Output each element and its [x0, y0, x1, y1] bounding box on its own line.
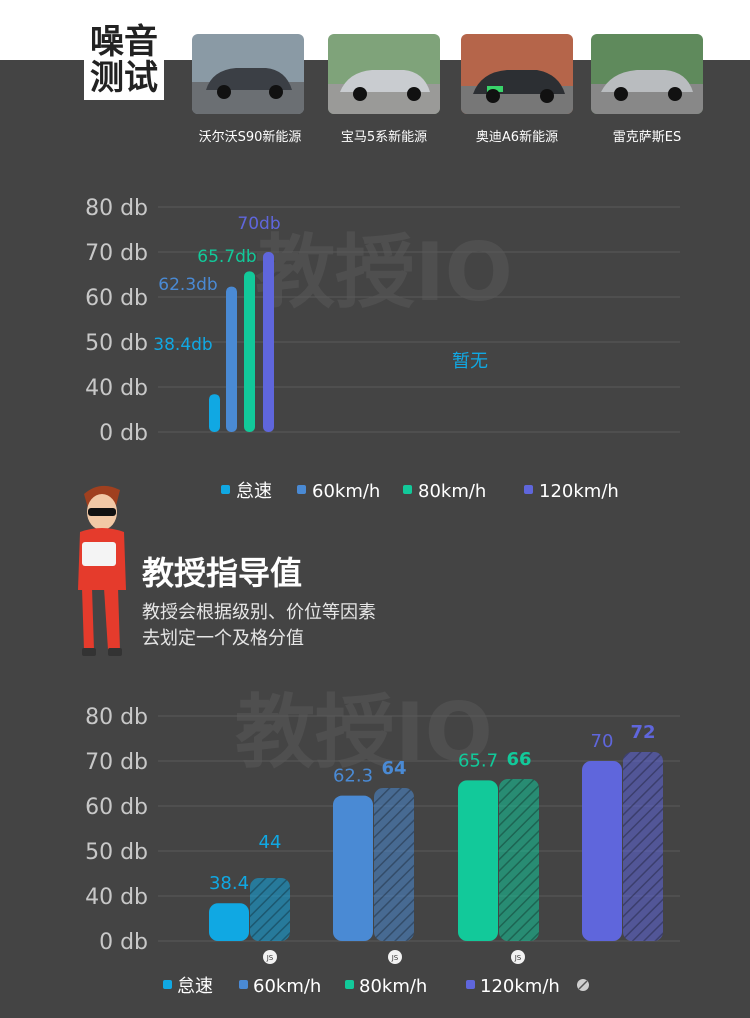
js-badge-circle	[511, 950, 525, 964]
js-badge-text: JS	[391, 954, 399, 962]
legend-label: 80km/h	[359, 976, 427, 997]
legend-swatch	[163, 980, 172, 989]
car-name-audi: 奥迪A6新能源	[475, 130, 559, 145]
legend-label: 120km/h	[539, 481, 619, 502]
y-tick-label: 0 db	[99, 930, 148, 955]
bar-hatch	[499, 779, 539, 941]
advice-line-1: 教授会根据级别、价位等因素	[142, 602, 376, 623]
data-label: 44	[259, 832, 282, 853]
car-photo-volvo	[192, 34, 304, 114]
data-label: 65.7db	[197, 247, 256, 267]
noise-chart-measured: 教授IO 0 db 40 db 50 db 60 db 70 db 80 db 38.4d…	[85, 196, 680, 502]
data-label: 62.3	[333, 766, 373, 787]
js-badge-circle	[388, 950, 402, 964]
bar	[226, 286, 237, 432]
car-photo-audi	[461, 34, 573, 114]
car-photo-lexus	[591, 34, 703, 114]
legend-swatch	[239, 980, 248, 989]
bar	[209, 903, 249, 941]
legend-swatch	[221, 485, 230, 494]
legend-label: 60km/h	[253, 976, 321, 997]
bar-hatch	[374, 788, 414, 941]
legend-label: 80km/h	[418, 481, 486, 502]
legend-swatch	[297, 485, 306, 494]
legend-label: 120km/h	[480, 976, 560, 997]
y-tick-label: 80 db	[85, 705, 148, 730]
legend-hatch-stroke	[578, 980, 588, 990]
section-title: 噪音 测试	[84, 24, 164, 100]
section-title-line-2: 测试	[90, 58, 158, 98]
data-label: 66	[506, 749, 531, 770]
data-label: 64	[381, 758, 406, 779]
y-tick-label: 80 db	[85, 196, 148, 221]
y-tick-label: 70 db	[85, 750, 148, 775]
data-label: 65.7	[458, 750, 498, 771]
bar-hatch	[250, 878, 290, 941]
js-badge-circle	[263, 950, 277, 964]
y-tick-label: 60 db	[85, 286, 148, 311]
advice-text: 教授会根据级别、价位等因素 去划定一个及格分值	[142, 600, 376, 652]
data-label: 72	[630, 722, 655, 743]
data-label: 62.3db	[158, 275, 217, 295]
js-badge-text: JS	[514, 954, 522, 962]
legend-swatch	[524, 485, 533, 494]
bar	[263, 252, 274, 432]
bar	[333, 795, 373, 941]
legend-label: 怠速	[177, 976, 213, 997]
legend-label: 怠速	[236, 481, 272, 502]
js-badge-text: JS	[266, 954, 274, 962]
legend-label: 60km/h	[312, 481, 380, 502]
bar	[209, 394, 220, 432]
legend-swatch	[345, 980, 354, 989]
y-tick-label: 50 db	[85, 331, 148, 356]
y-tick-label: 40 db	[85, 376, 148, 401]
bar-hatch	[623, 752, 663, 941]
data-label: 38.4	[209, 873, 249, 894]
data-label: 70	[591, 731, 614, 752]
y-tick-label: 40 db	[85, 885, 148, 910]
y-tick-label: 50 db	[85, 840, 148, 865]
car-photo-bmw	[328, 34, 440, 114]
bar	[582, 761, 622, 941]
y-tick-label: 0 db	[99, 421, 148, 446]
advice-line-2: 去划定一个及格分值	[142, 628, 304, 649]
car-name-lexus: 雷克萨斯ES	[612, 130, 682, 145]
bar	[458, 780, 498, 941]
car-name-volvo: 沃尔沃S90新能源	[198, 130, 302, 145]
data-label: 38.4db	[153, 335, 212, 355]
professor-mascot	[78, 485, 126, 656]
y-tick-label: 70 db	[85, 241, 148, 266]
no-data-annotation: 暂无	[452, 351, 488, 372]
car-name-bmw: 宝马5系新能源	[340, 130, 428, 145]
watermark: 教授IO	[255, 226, 513, 319]
section-title-line-1: 噪音	[90, 22, 158, 62]
data-label: 70db	[237, 214, 280, 234]
legend-swatch	[466, 980, 475, 989]
y-tick-label: 60 db	[85, 795, 148, 820]
legend-swatch	[403, 485, 412, 494]
watermark-2: 教授IO	[235, 686, 493, 779]
bar	[244, 271, 255, 432]
advice-title: 教授指导值	[142, 554, 303, 592]
